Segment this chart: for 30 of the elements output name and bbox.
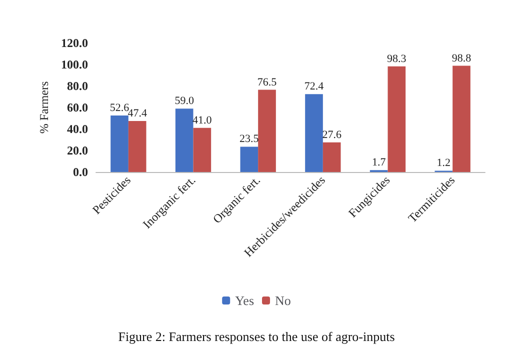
bar [175,108,194,172]
bar [388,66,406,172]
data-label: 76.5 [257,76,278,88]
bar [110,115,128,172]
data-label: 1.2 [436,157,451,170]
bar [193,128,212,172]
bar [128,121,146,172]
text: Figure 2: Farmers responses to the use of agro-inputs [118,329,395,344]
y-tick-label: 20.0 [67,144,88,158]
y-tick-label: 80.0 [67,79,88,93]
y-axis-title: % Farmers [37,81,52,134]
bar [322,142,341,172]
bar [452,66,470,172]
data-label: 98.3 [387,52,407,65]
y-tick-label: 60.0 [67,100,88,114]
bar [305,94,323,172]
data-label: 59.0 [174,95,194,108]
y-tick-label: 0.0 [73,165,88,179]
legend-label: No [275,293,291,308]
y-tick-label: 120.0 [61,36,88,50]
data-label: 98.8 [452,52,472,64]
data-label: 1.7 [372,156,386,169]
bar [258,90,276,172]
legend-label: Yes [235,293,254,308]
bar [240,146,258,172]
data-label: 72.4 [304,80,324,93]
data-label: 47.4 [128,108,148,120]
data-label: 52.6 [110,102,130,114]
y-tick-label: 100.0 [61,58,88,72]
y-tick-label: 40.0 [67,122,88,136]
